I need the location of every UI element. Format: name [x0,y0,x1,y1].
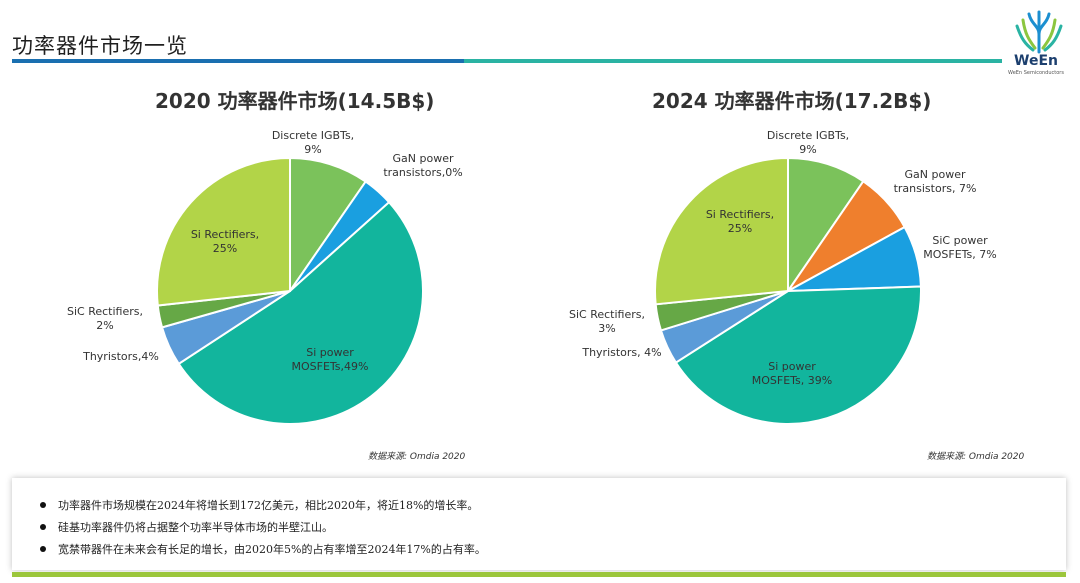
bullet-icon [40,524,46,530]
pie-slice [654,156,789,306]
slice-label: GaN power transistors, 7% [894,168,977,195]
note-item: 宽禁带器件在未来会有长足的增长，由2020年5%的占有率增至2024年17%的占… [40,538,1066,560]
slice-label: SiC power MOSFETs, 7% [923,234,996,261]
pie-slice [674,285,922,425]
source-2020: 数据来源: Omdia 2020 [368,452,466,462]
pie-slice [289,156,368,295]
slice-label: GaN power transistors,0% [383,152,462,179]
slice-label: Si Rectifiers, 25% [706,208,774,235]
ween-logo-icon [1015,10,1063,54]
slice-label: Si power MOSFETs,49% [292,346,369,373]
note-item: 硅基功率器件仍将占据整个功率半导体市场的半壁江山。 [40,516,1066,538]
notes-box: 功率器件市场规模在2024年将增长到172亿美元，相比2020年，将近18%的增… [12,478,1066,570]
bullet-icon [40,502,46,508]
pie-slice [156,156,291,307]
note-text: 硅基功率器件仍将占据整个功率半导体市场的半壁江山。 [58,521,333,534]
slice-label: SiC Rectifiers, 3% [569,308,645,335]
chart-title-2020: 2020 功率器件市场(14.5B$) [155,89,435,113]
pie-slice [787,156,865,295]
slice-label: Si power MOSFETs, 39% [752,360,832,387]
slice-label: Discrete IGBTs, 9% [767,129,849,156]
pie-slice [177,200,424,425]
bullet-icon [40,546,46,552]
source-2024: 数据来源: Omdia 2020 [927,452,1025,462]
slice-label: Discrete IGBTs, 9% [272,129,354,156]
logo-text: WeEn [1014,53,1058,69]
pie-chart-2024: Discrete IGBTs, 9% GaN power transistors, 7… [569,129,997,425]
title-rule-teal [464,59,1002,63]
note-text: 宽禁带器件在未来会有长足的增长，由2020年5%的占有率增至2024年17%的占… [58,543,486,556]
logo-subtitle: WeEn Semiconductors [1008,70,1064,76]
slice-label: Thyristors,4% [82,350,159,363]
slice-label: Thyristors, 4% [581,346,661,359]
slice-label: SiC Rectifiers, 2% [67,305,143,332]
note-text: 功率器件市场规模在2024年将增长到172亿美元，相比2020年，将近18%的增… [58,499,479,512]
pie-chart-2020: Discrete IGBTs, 9% GaN power transistors,0%… [67,129,463,425]
slice-label: Si Rectifiers, 25% [191,228,259,255]
page-title: 功率器件市场一览 [12,34,188,58]
bottom-accent-bar [12,572,1066,577]
chart-title-2024: 2024 功率器件市场(17.2B$) [652,89,932,113]
note-item: 功率器件市场规模在2024年将增长到172亿美元，相比2020年，将近18%的增… [40,494,1066,516]
title-rule-blue [12,59,464,63]
